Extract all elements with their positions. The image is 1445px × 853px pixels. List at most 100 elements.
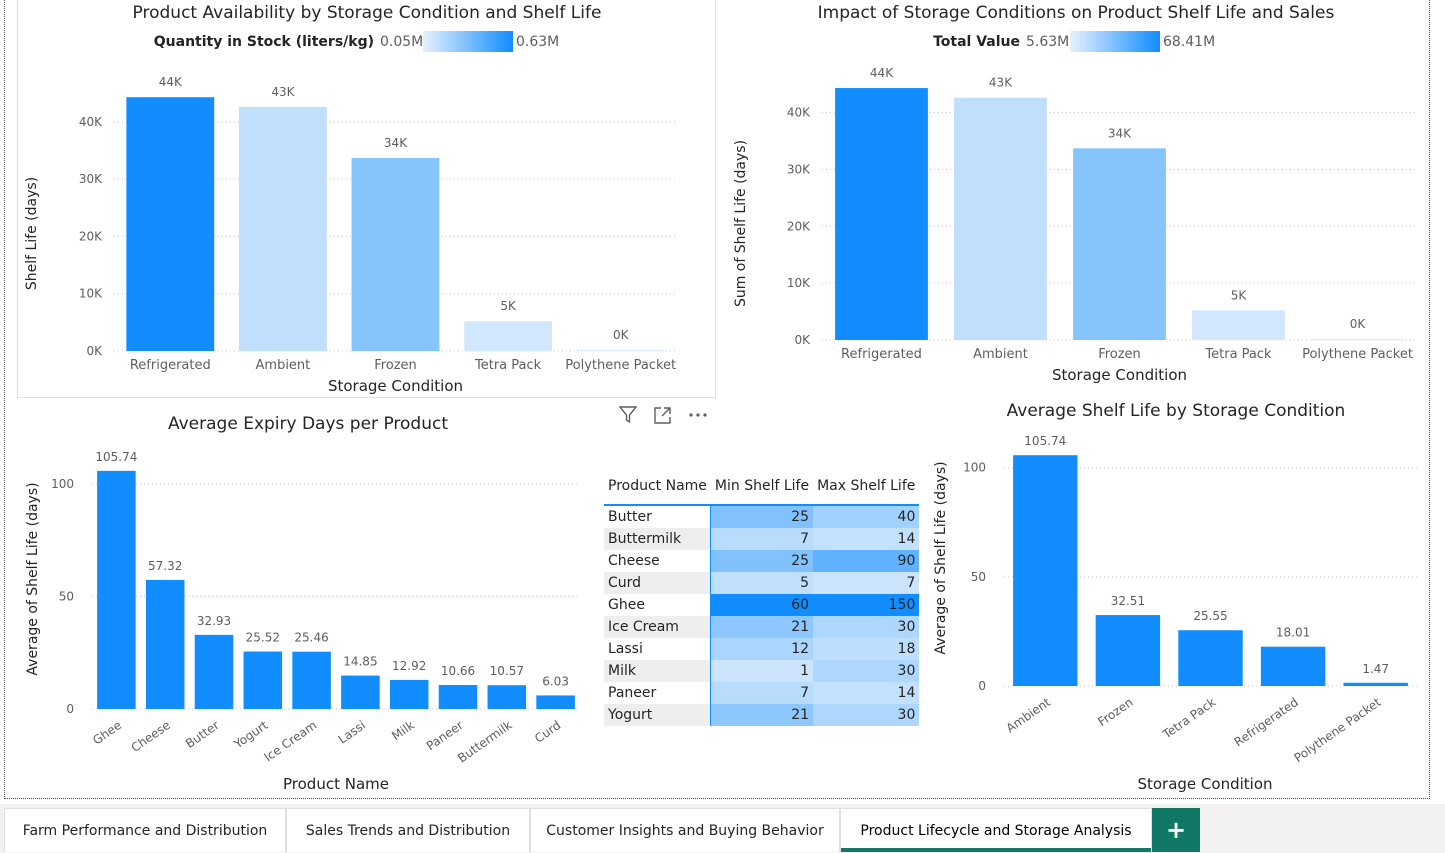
tab-farm-performance[interactable]: Farm Performance and Distribution	[4, 808, 286, 852]
legend-min-label: 0.05M	[380, 34, 423, 50]
x-tick-label: Refrigerated	[1232, 695, 1301, 749]
x-tick-label: Refrigerated	[130, 358, 211, 373]
matrix-cell-min: 12	[710, 638, 814, 660]
x-axis-title: Storage Condition	[1052, 366, 1187, 384]
bar	[1343, 682, 1408, 686]
bar	[954, 97, 1047, 341]
tab-sales-trends[interactable]: Sales Trends and Distribution	[286, 808, 530, 852]
y-axis-title: Average of Shelf Life (days)	[25, 482, 41, 675]
bar	[835, 88, 928, 340]
data-label: 105.74	[95, 450, 137, 464]
matrix-cell-max: 30	[813, 616, 920, 638]
matrix-cell-product: Butter	[604, 505, 712, 528]
legend-title: Total Value	[933, 34, 1020, 50]
bar	[464, 321, 553, 351]
y-tick-label: 50	[971, 570, 986, 584]
data-label: 1.47	[1362, 662, 1389, 676]
matrix-cell-product: Paneer	[604, 682, 712, 704]
x-tick-label: Ambient	[973, 347, 1028, 362]
bar	[145, 579, 185, 709]
data-label: 34K	[384, 136, 408, 150]
bar	[1095, 615, 1161, 686]
data-label: 105.74	[1024, 434, 1066, 448]
tab-customer-insights[interactable]: Customer Insights and Buying Behavior	[530, 808, 840, 852]
y-axis-title: Sum of Shelf Life (days)	[733, 140, 749, 307]
availability-chart[interactable]: Product Availability by Storage Conditio…	[17, 0, 716, 398]
focus-mode-icon[interactable]	[652, 404, 674, 426]
avg-shelf-life-storage-chart-svg: Average Shelf Life by Storage Condition 0…	[933, 401, 1417, 793]
matrix-row[interactable]: Curd 5 7	[604, 572, 920, 594]
expiry-per-product-chart[interactable]: Average Expiry Days per Product 0 50 100 105…	[14, 403, 604, 798]
matrix-cell-max: 14	[813, 528, 920, 550]
matrix-cell-min: 60	[710, 594, 814, 616]
x-tick-label: Polythene Packet	[565, 358, 676, 373]
x-tick-label: Ice Cream	[261, 718, 319, 764]
matrix-row[interactable]: Milk 1 30	[604, 660, 920, 682]
bar	[487, 685, 527, 709]
x-axis-title: Storage Condition	[1137, 775, 1272, 793]
y-tick-label: 20K	[79, 229, 103, 243]
x-tick-label: Yogurt	[231, 718, 271, 752]
matrix-row[interactable]: Lassi 12 18	[604, 638, 920, 660]
matrix-row[interactable]: Cheese 25 90	[604, 550, 920, 572]
bar	[1013, 455, 1078, 686]
x-tick-label: Buttermilk	[455, 718, 514, 765]
more-options-icon[interactable]	[687, 404, 709, 426]
matrix-row[interactable]: Ghee 60 150	[604, 594, 920, 616]
x-tick-label: Polythene Packet	[1292, 695, 1384, 765]
matrix-cell-max: 18	[813, 638, 920, 660]
bar	[194, 634, 234, 709]
matrix-cell-min: 21	[710, 704, 814, 726]
matrix-header-min[interactable]: Min Shelf Life	[714, 478, 810, 494]
y-tick-label: 100	[51, 477, 74, 491]
tab-product-lifecycle[interactable]: Product Lifecycle and Storage Analysis	[840, 808, 1152, 852]
x-axis-title: Product Name	[283, 775, 389, 793]
matrix-body: Butter 25 40 Buttermilk 7 14 Cheese 25 90 Curd 5 7 G…	[604, 505, 920, 726]
matrix-cell-max: 40	[813, 505, 920, 528]
bar	[1178, 630, 1243, 686]
legend-gradient	[1070, 31, 1160, 52]
data-label: 12.92	[392, 659, 426, 673]
x-tick-label: Tetra Pack	[1159, 695, 1218, 742]
data-label: 44K	[159, 75, 183, 89]
y-tick-label: 10K	[787, 276, 811, 290]
matrix-cell-product: Ghee	[604, 594, 712, 616]
matrix-row[interactable]: Ice Cream 21 30	[604, 616, 920, 638]
data-label: 5K	[1231, 288, 1248, 302]
data-label: 32.51	[1111, 594, 1145, 608]
add-page-button[interactable]: +	[1152, 808, 1200, 852]
matrix-row[interactable]: Yogurt 21 30	[604, 704, 920, 726]
bar	[1311, 338, 1404, 340]
legend-gradient	[423, 31, 513, 52]
legend-min-label: 5.63M	[1026, 34, 1069, 50]
x-tick-label: Curd	[532, 718, 563, 746]
x-tick-label: Ghee	[90, 718, 124, 748]
bar	[536, 695, 575, 709]
data-label: 14.85	[343, 655, 377, 669]
shelf-life-matrix[interactable]: Product Name Min Shelf Life Max Shelf Li…	[604, 470, 920, 735]
y-tick-label: 0K	[794, 333, 811, 347]
x-tick-label: Ambient	[1004, 695, 1054, 736]
data-label: 44K	[870, 66, 894, 80]
matrix-cell-max: 7	[813, 572, 920, 594]
y-tick-label: 20K	[787, 219, 811, 233]
filter-icon[interactable]	[617, 404, 639, 426]
bar	[97, 470, 136, 709]
x-tick-label: Frozen	[374, 358, 417, 373]
y-tick-label: 10K	[79, 287, 103, 301]
matrix-cell-max: 14	[813, 682, 920, 704]
matrix-cell-product: Yogurt	[604, 704, 712, 726]
tab-label: Sales Trends and Distribution	[305, 822, 511, 839]
matrix-header-max[interactable]: Max Shelf Life	[817, 478, 916, 494]
matrix-row[interactable]: Buttermilk 7 14	[604, 528, 920, 550]
x-tick-label: Polythene Packet	[1302, 347, 1413, 362]
matrix-row[interactable]: Paneer 7 14	[604, 682, 920, 704]
matrix-cell-product: Curd	[604, 572, 712, 594]
plus-icon: +	[1165, 816, 1187, 844]
matrix-row[interactable]: Butter 25 40	[604, 505, 920, 528]
storage-impact-chart[interactable]: Impact of Storage Conditions on Product …	[720, 0, 1430, 397]
tab-label: Farm Performance and Distribution	[22, 822, 268, 839]
x-tick-label: Milk	[389, 718, 417, 743]
matrix-header-product[interactable]: Product Name	[608, 478, 707, 494]
avg-shelf-life-storage-chart[interactable]: Average Shelf Life by Storage Condition 0…	[922, 392, 1427, 797]
